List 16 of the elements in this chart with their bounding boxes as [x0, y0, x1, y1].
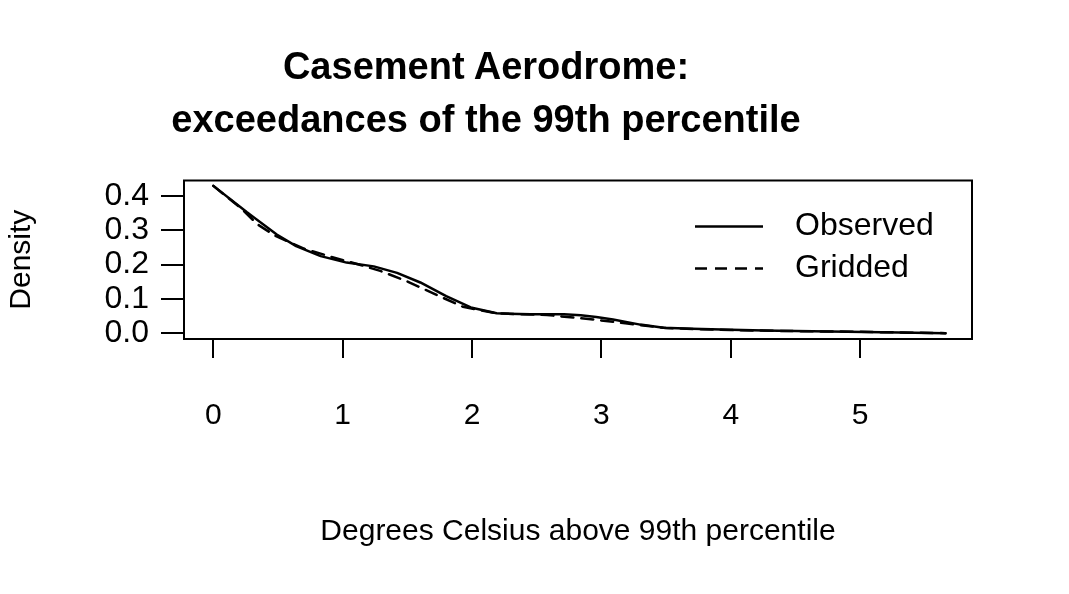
y-tick-label: 0.1 — [104, 278, 149, 315]
x-axis-title: Degrees Celsius above 99th percentile — [320, 513, 836, 547]
legend-label: Gridded — [795, 248, 909, 285]
y-tick-label: 0.4 — [104, 175, 149, 212]
chart-title: Casement Aerodrome: exceedances of the 99th percentile — [171, 45, 801, 141]
y-tick-label: 0.3 — [104, 210, 149, 247]
x-tick-label: 1 — [334, 397, 352, 431]
y-tick-label: 0.0 — [104, 313, 149, 349]
x-tick-label: 3 — [593, 397, 610, 431]
x-tick-label: 2 — [463, 397, 481, 431]
legend-label: Observed — [795, 206, 934, 243]
x-tick-label: 4 — [722, 397, 740, 431]
x-tick-label: 5 — [851, 397, 869, 431]
x-tick-label: 0 — [205, 397, 222, 431]
y-tick-label: 0.2 — [104, 244, 149, 281]
y-axis-title: Density — [3, 209, 37, 310]
